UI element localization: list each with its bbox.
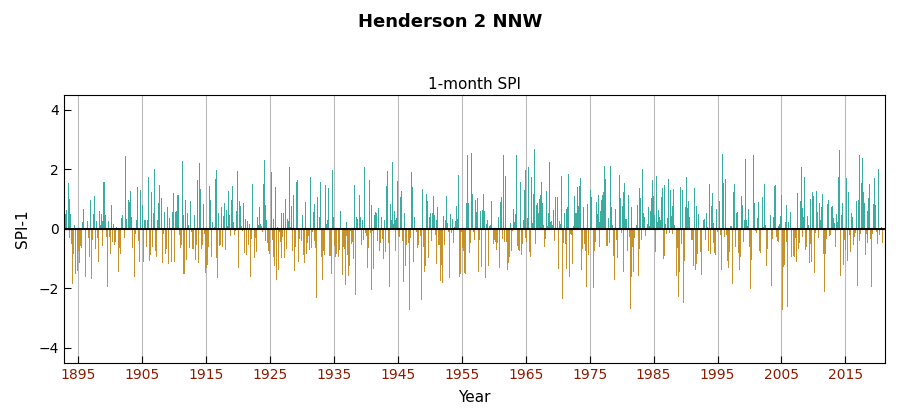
Title: 1-month SPI: 1-month SPI	[428, 77, 521, 92]
Y-axis label: SPI-1: SPI-1	[15, 210, 30, 248]
X-axis label: Year: Year	[458, 390, 491, 405]
Text: Henderson 2 NNW: Henderson 2 NNW	[358, 13, 542, 31]
